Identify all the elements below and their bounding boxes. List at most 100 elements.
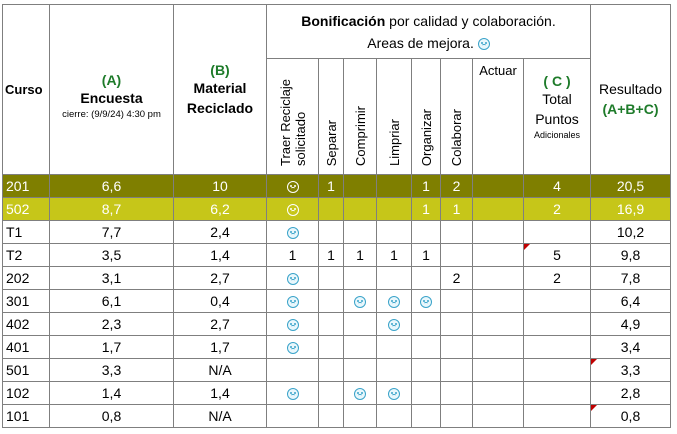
- cell-colaborar[interactable]: [440, 381, 473, 405]
- cell-encuesta[interactable]: 3,3: [49, 358, 174, 382]
- cell-traer[interactable]: 1: [266, 243, 319, 267]
- cell-encuesta[interactable]: 3,5: [49, 243, 174, 267]
- cell-organizar[interactable]: [411, 381, 441, 405]
- cell-resultado[interactable]: 9,8: [590, 243, 671, 267]
- cell-limpriar[interactable]: [376, 266, 412, 290]
- cell-limpriar[interactable]: [376, 312, 412, 336]
- header-comprimir[interactable]: Comprimir: [343, 58, 377, 175]
- cell-traer[interactable]: [266, 335, 319, 359]
- cell-limpriar[interactable]: [376, 381, 412, 405]
- cell-organizar[interactable]: 1: [411, 197, 441, 221]
- cell-total-puntos[interactable]: 5: [523, 243, 591, 267]
- cell-separar[interactable]: [318, 197, 344, 221]
- cell-curso[interactable]: 201: [2, 174, 50, 198]
- cell-actuar[interactable]: [472, 381, 524, 405]
- header-traer-reciclaje[interactable]: Traer Reciclaje solicitado: [266, 58, 319, 175]
- cell-curso[interactable]: 301: [2, 289, 50, 313]
- cell-total-puntos[interactable]: 2: [523, 266, 591, 290]
- cell-total-puntos[interactable]: [523, 220, 591, 244]
- cell-traer[interactable]: [266, 312, 319, 336]
- comment-marker-icon[interactable]: [591, 405, 597, 411]
- cell-resultado[interactable]: 4,9: [590, 312, 671, 336]
- cell-organizar[interactable]: [411, 289, 441, 313]
- cell-separar[interactable]: [318, 220, 344, 244]
- cell-material[interactable]: 2,4: [173, 220, 267, 244]
- cell-resultado[interactable]: 10,2: [590, 220, 671, 244]
- header-bonificacion[interactable]: Bonificación por calidad y colaboración.…: [266, 4, 591, 59]
- cell-actuar[interactable]: [472, 335, 524, 359]
- header-limpriar[interactable]: Limpriar: [376, 58, 412, 175]
- cell-encuesta[interactable]: 8,7: [49, 197, 174, 221]
- cell-resultado[interactable]: 3,4: [590, 335, 671, 359]
- cell-organizar[interactable]: [411, 312, 441, 336]
- cell-curso[interactable]: 501: [2, 358, 50, 382]
- cell-separar[interactable]: [318, 381, 344, 405]
- cell-curso[interactable]: 401: [2, 335, 50, 359]
- cell-resultado[interactable]: 0,8: [590, 404, 671, 428]
- cell-encuesta[interactable]: 2,3: [49, 312, 174, 336]
- cell-encuesta[interactable]: 6,6: [49, 174, 174, 198]
- cell-encuesta[interactable]: 1,4: [49, 381, 174, 405]
- cell-traer[interactable]: [266, 220, 319, 244]
- cell-actuar[interactable]: [472, 289, 524, 313]
- header-colaborar[interactable]: Colaborar: [440, 58, 473, 175]
- cell-limpriar[interactable]: 1: [376, 243, 412, 267]
- cell-comprimir[interactable]: [343, 197, 377, 221]
- cell-colaborar[interactable]: [440, 312, 473, 336]
- cell-total-puntos[interactable]: [523, 404, 591, 428]
- cell-organizar[interactable]: [411, 404, 441, 428]
- cell-total-puntos[interactable]: [523, 289, 591, 313]
- cell-material[interactable]: 1,7: [173, 335, 267, 359]
- cell-comprimir[interactable]: [343, 335, 377, 359]
- cell-material[interactable]: 1,4: [173, 381, 267, 405]
- cell-colaborar[interactable]: [440, 220, 473, 244]
- cell-total-puntos[interactable]: [523, 358, 591, 382]
- cell-total-puntos[interactable]: [523, 335, 591, 359]
- header-organizar[interactable]: Organizar: [411, 58, 441, 175]
- cell-curso[interactable]: 202: [2, 266, 50, 290]
- cell-actuar[interactable]: [472, 174, 524, 198]
- cell-curso[interactable]: 402: [2, 312, 50, 336]
- cell-resultado[interactable]: 20,5: [590, 174, 671, 198]
- cell-total-puntos[interactable]: 4: [523, 174, 591, 198]
- cell-colaborar[interactable]: [440, 289, 473, 313]
- cell-organizar[interactable]: [411, 358, 441, 382]
- header-encuesta[interactable]: (A) Encuesta cierre: (9/9/24) 4:30 pm: [49, 4, 174, 175]
- header-resultado[interactable]: Resultado (A+B+C): [590, 4, 671, 175]
- cell-organizar[interactable]: [411, 220, 441, 244]
- cell-colaborar[interactable]: [440, 404, 473, 428]
- cell-organizar[interactable]: [411, 335, 441, 359]
- cell-resultado[interactable]: 7,8: [590, 266, 671, 290]
- cell-separar[interactable]: [318, 404, 344, 428]
- cell-actuar[interactable]: [472, 243, 524, 267]
- cell-traer[interactable]: [266, 174, 319, 198]
- cell-organizar[interactable]: 1: [411, 243, 441, 267]
- header-curso[interactable]: Curso: [2, 4, 50, 175]
- cell-curso[interactable]: 502: [2, 197, 50, 221]
- cell-traer[interactable]: [266, 358, 319, 382]
- cell-separar[interactable]: 1: [318, 174, 344, 198]
- cell-actuar[interactable]: [472, 266, 524, 290]
- cell-encuesta[interactable]: 3,1: [49, 266, 174, 290]
- cell-limpriar[interactable]: [376, 358, 412, 382]
- cell-encuesta[interactable]: 0,8: [49, 404, 174, 428]
- cell-traer[interactable]: [266, 197, 319, 221]
- cell-colaborar[interactable]: [440, 243, 473, 267]
- cell-comprimir[interactable]: 1: [343, 243, 377, 267]
- cell-separar[interactable]: [318, 266, 344, 290]
- cell-material[interactable]: 2,7: [173, 312, 267, 336]
- cell-colaborar[interactable]: 1: [440, 197, 473, 221]
- cell-traer[interactable]: [266, 381, 319, 405]
- cell-colaborar[interactable]: [440, 358, 473, 382]
- cell-material[interactable]: 10: [173, 174, 267, 198]
- cell-total-puntos[interactable]: [523, 381, 591, 405]
- cell-resultado[interactable]: 16,9: [590, 197, 671, 221]
- cell-material[interactable]: 6,2: [173, 197, 267, 221]
- cell-separar[interactable]: [318, 358, 344, 382]
- cell-colaborar[interactable]: 2: [440, 174, 473, 198]
- cell-encuesta[interactable]: 6,1: [49, 289, 174, 313]
- comment-marker-icon[interactable]: [524, 244, 530, 250]
- cell-actuar[interactable]: [472, 220, 524, 244]
- cell-organizar[interactable]: 1: [411, 174, 441, 198]
- cell-curso[interactable]: 102: [2, 381, 50, 405]
